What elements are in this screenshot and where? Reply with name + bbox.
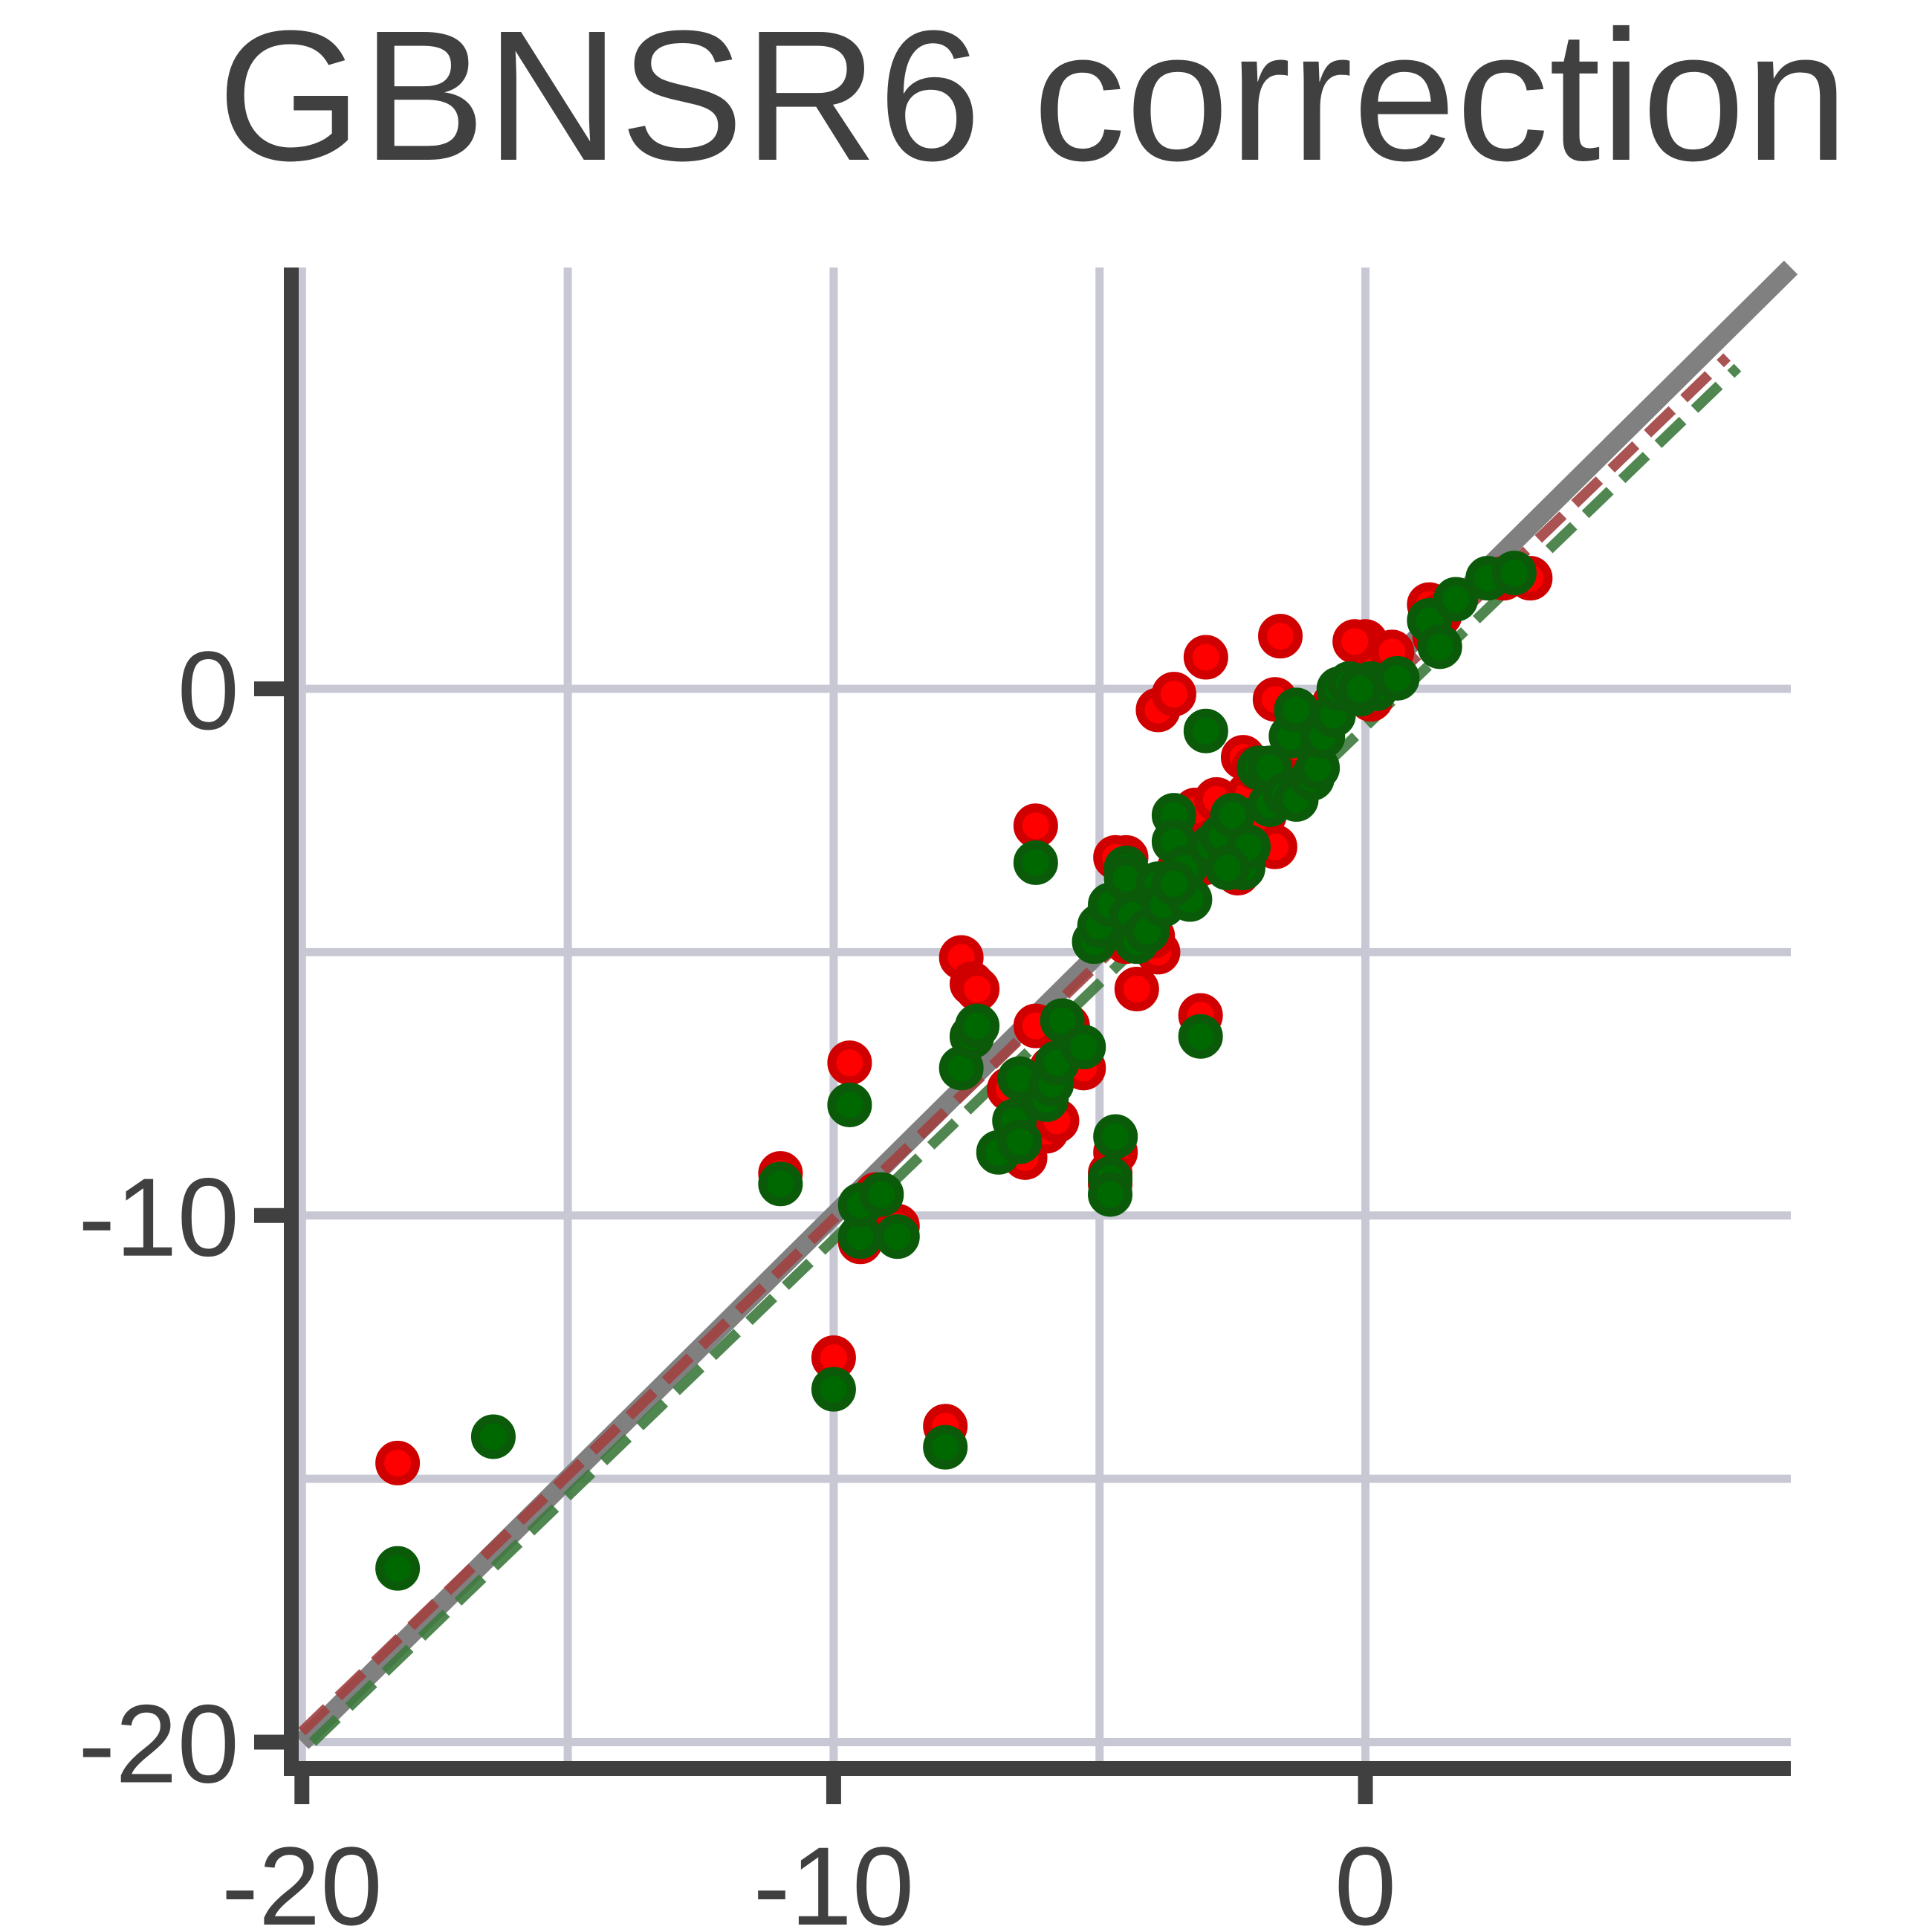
data-point <box>1417 624 1462 670</box>
data-point <box>1205 846 1250 890</box>
data-point <box>1151 672 1196 717</box>
data-point <box>1178 1014 1223 1059</box>
series-2 <box>375 551 1537 1591</box>
tick-labels: -20 -10 0 -20 -10 0 <box>78 628 1396 1932</box>
data-point <box>1338 667 1383 712</box>
data-point <box>1183 635 1228 680</box>
data-point <box>1013 803 1058 849</box>
data-point <box>923 1424 968 1470</box>
identity-line <box>295 260 1798 1749</box>
data-point <box>1013 840 1058 885</box>
data-points <box>375 551 1553 1591</box>
data-point <box>955 967 1000 1012</box>
data-point <box>470 1414 516 1459</box>
x-tick-label: 0 <box>1335 1824 1396 1932</box>
axes <box>254 268 1791 1804</box>
data-point <box>1491 551 1537 596</box>
data-point <box>1375 655 1420 701</box>
data-point <box>1088 1172 1133 1217</box>
y-tick-label: -10 <box>78 1155 239 1280</box>
chart-title: GBNSR6 correction <box>217 0 1848 199</box>
y-tick-label: 0 <box>178 628 239 753</box>
data-point <box>859 1172 904 1217</box>
data-point <box>1093 1114 1138 1159</box>
x-tick-label: -20 <box>221 1824 383 1932</box>
data-point <box>1258 614 1303 659</box>
data-point <box>997 1119 1043 1164</box>
grid-lines <box>291 268 1791 1769</box>
data-point <box>955 1003 1000 1048</box>
data-point <box>811 1367 856 1412</box>
data-point <box>827 1082 872 1127</box>
reference-lines <box>295 260 1798 1749</box>
data-point <box>375 1546 421 1591</box>
data-point <box>758 1161 803 1207</box>
y-tick-label: -20 <box>78 1682 239 1806</box>
data-point <box>375 1440 421 1485</box>
data-point <box>875 1214 920 1260</box>
data-point <box>1151 861 1196 907</box>
data-point <box>1114 967 1159 1012</box>
data-point <box>1433 577 1479 622</box>
data-point <box>1332 619 1378 664</box>
data-point <box>1183 708 1228 753</box>
data-point <box>1061 1024 1106 1069</box>
x-tick-label: -10 <box>753 1824 915 1932</box>
data-point <box>827 1040 872 1086</box>
